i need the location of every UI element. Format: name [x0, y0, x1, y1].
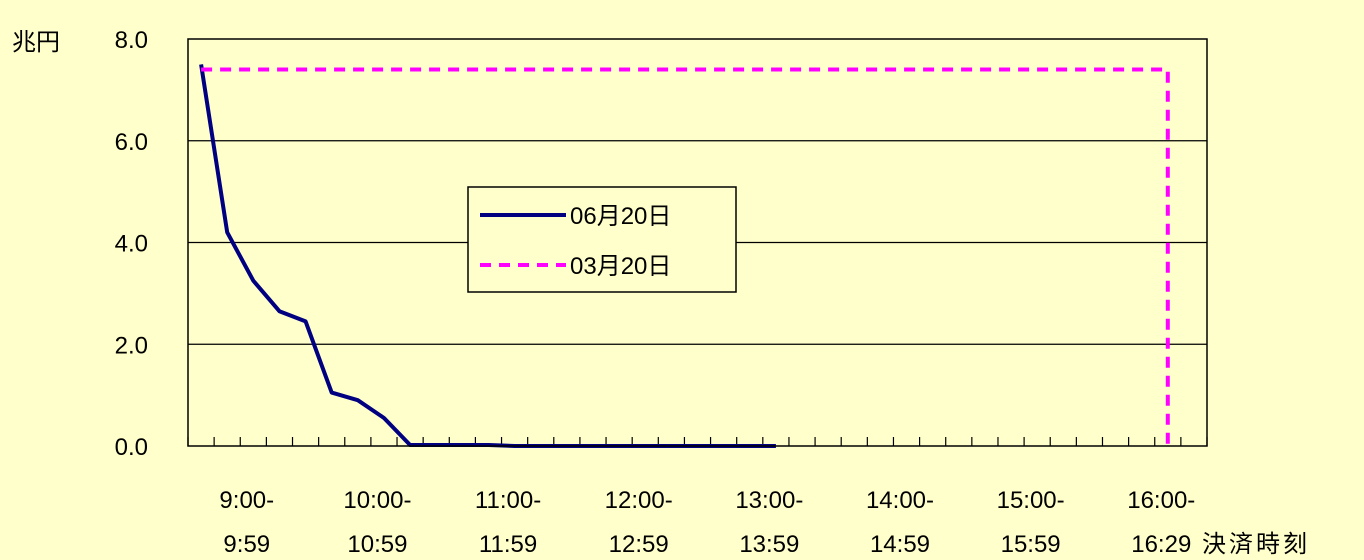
x-tick-label-end: 11:59 — [479, 531, 537, 558]
y-tick-labels: 0.0 2.0 4.0 6.0 8.0 — [115, 27, 148, 461]
x-tick-label-end: 15:59 — [1001, 531, 1061, 558]
legend-label: 03月20日 — [570, 253, 671, 280]
x-tick-label-start: 12:00- — [605, 487, 673, 514]
x-tick-label-end: 16:29 — [1131, 531, 1191, 558]
legend: 06月20日 03月20日 — [467, 186, 737, 293]
x-tick-labels: 9:00- 9:59 10:00- 10:59 11:00- 11:59 12:00- 12:… — [219, 487, 1195, 558]
x-tick-label-start: 11:00- — [475, 487, 541, 514]
y-tick-label: 0.0 — [115, 434, 148, 461]
y-tick-label: 4.0 — [115, 231, 148, 258]
x-tick-label-start: 13:00- — [735, 487, 803, 514]
y-tick-label: 8.0 — [115, 27, 148, 54]
y-tick-label: 6.0 — [115, 129, 148, 156]
x-tick-label-start: 9:00- — [219, 487, 274, 514]
x-tick-label-end: 12:59 — [609, 531, 669, 558]
series-line-2 — [201, 67, 1170, 446]
legend-box — [467, 186, 737, 293]
x-tick-label-start: 16:00- — [1127, 487, 1195, 514]
x-axis-title: 決済時刻 — [1202, 531, 1310, 558]
x-tick-label-start: 14:00- — [866, 487, 934, 514]
x-tick-label-start: 15:00- — [997, 487, 1065, 514]
y-tick-label: 2.0 — [115, 332, 148, 359]
x-tick-label-end: 13:59 — [739, 531, 799, 558]
x-tick-label-end: 9:59 — [223, 531, 270, 558]
x-tick-label-end: 14:59 — [870, 531, 930, 558]
legend-label: 06月20日 — [570, 203, 671, 230]
y-unit-label: 兆円 — [12, 29, 60, 56]
plot-area-frame — [187, 38, 1208, 447]
x-tick-label-start: 10:00- — [343, 487, 411, 514]
x-tick-label-end: 10:59 — [347, 531, 407, 558]
